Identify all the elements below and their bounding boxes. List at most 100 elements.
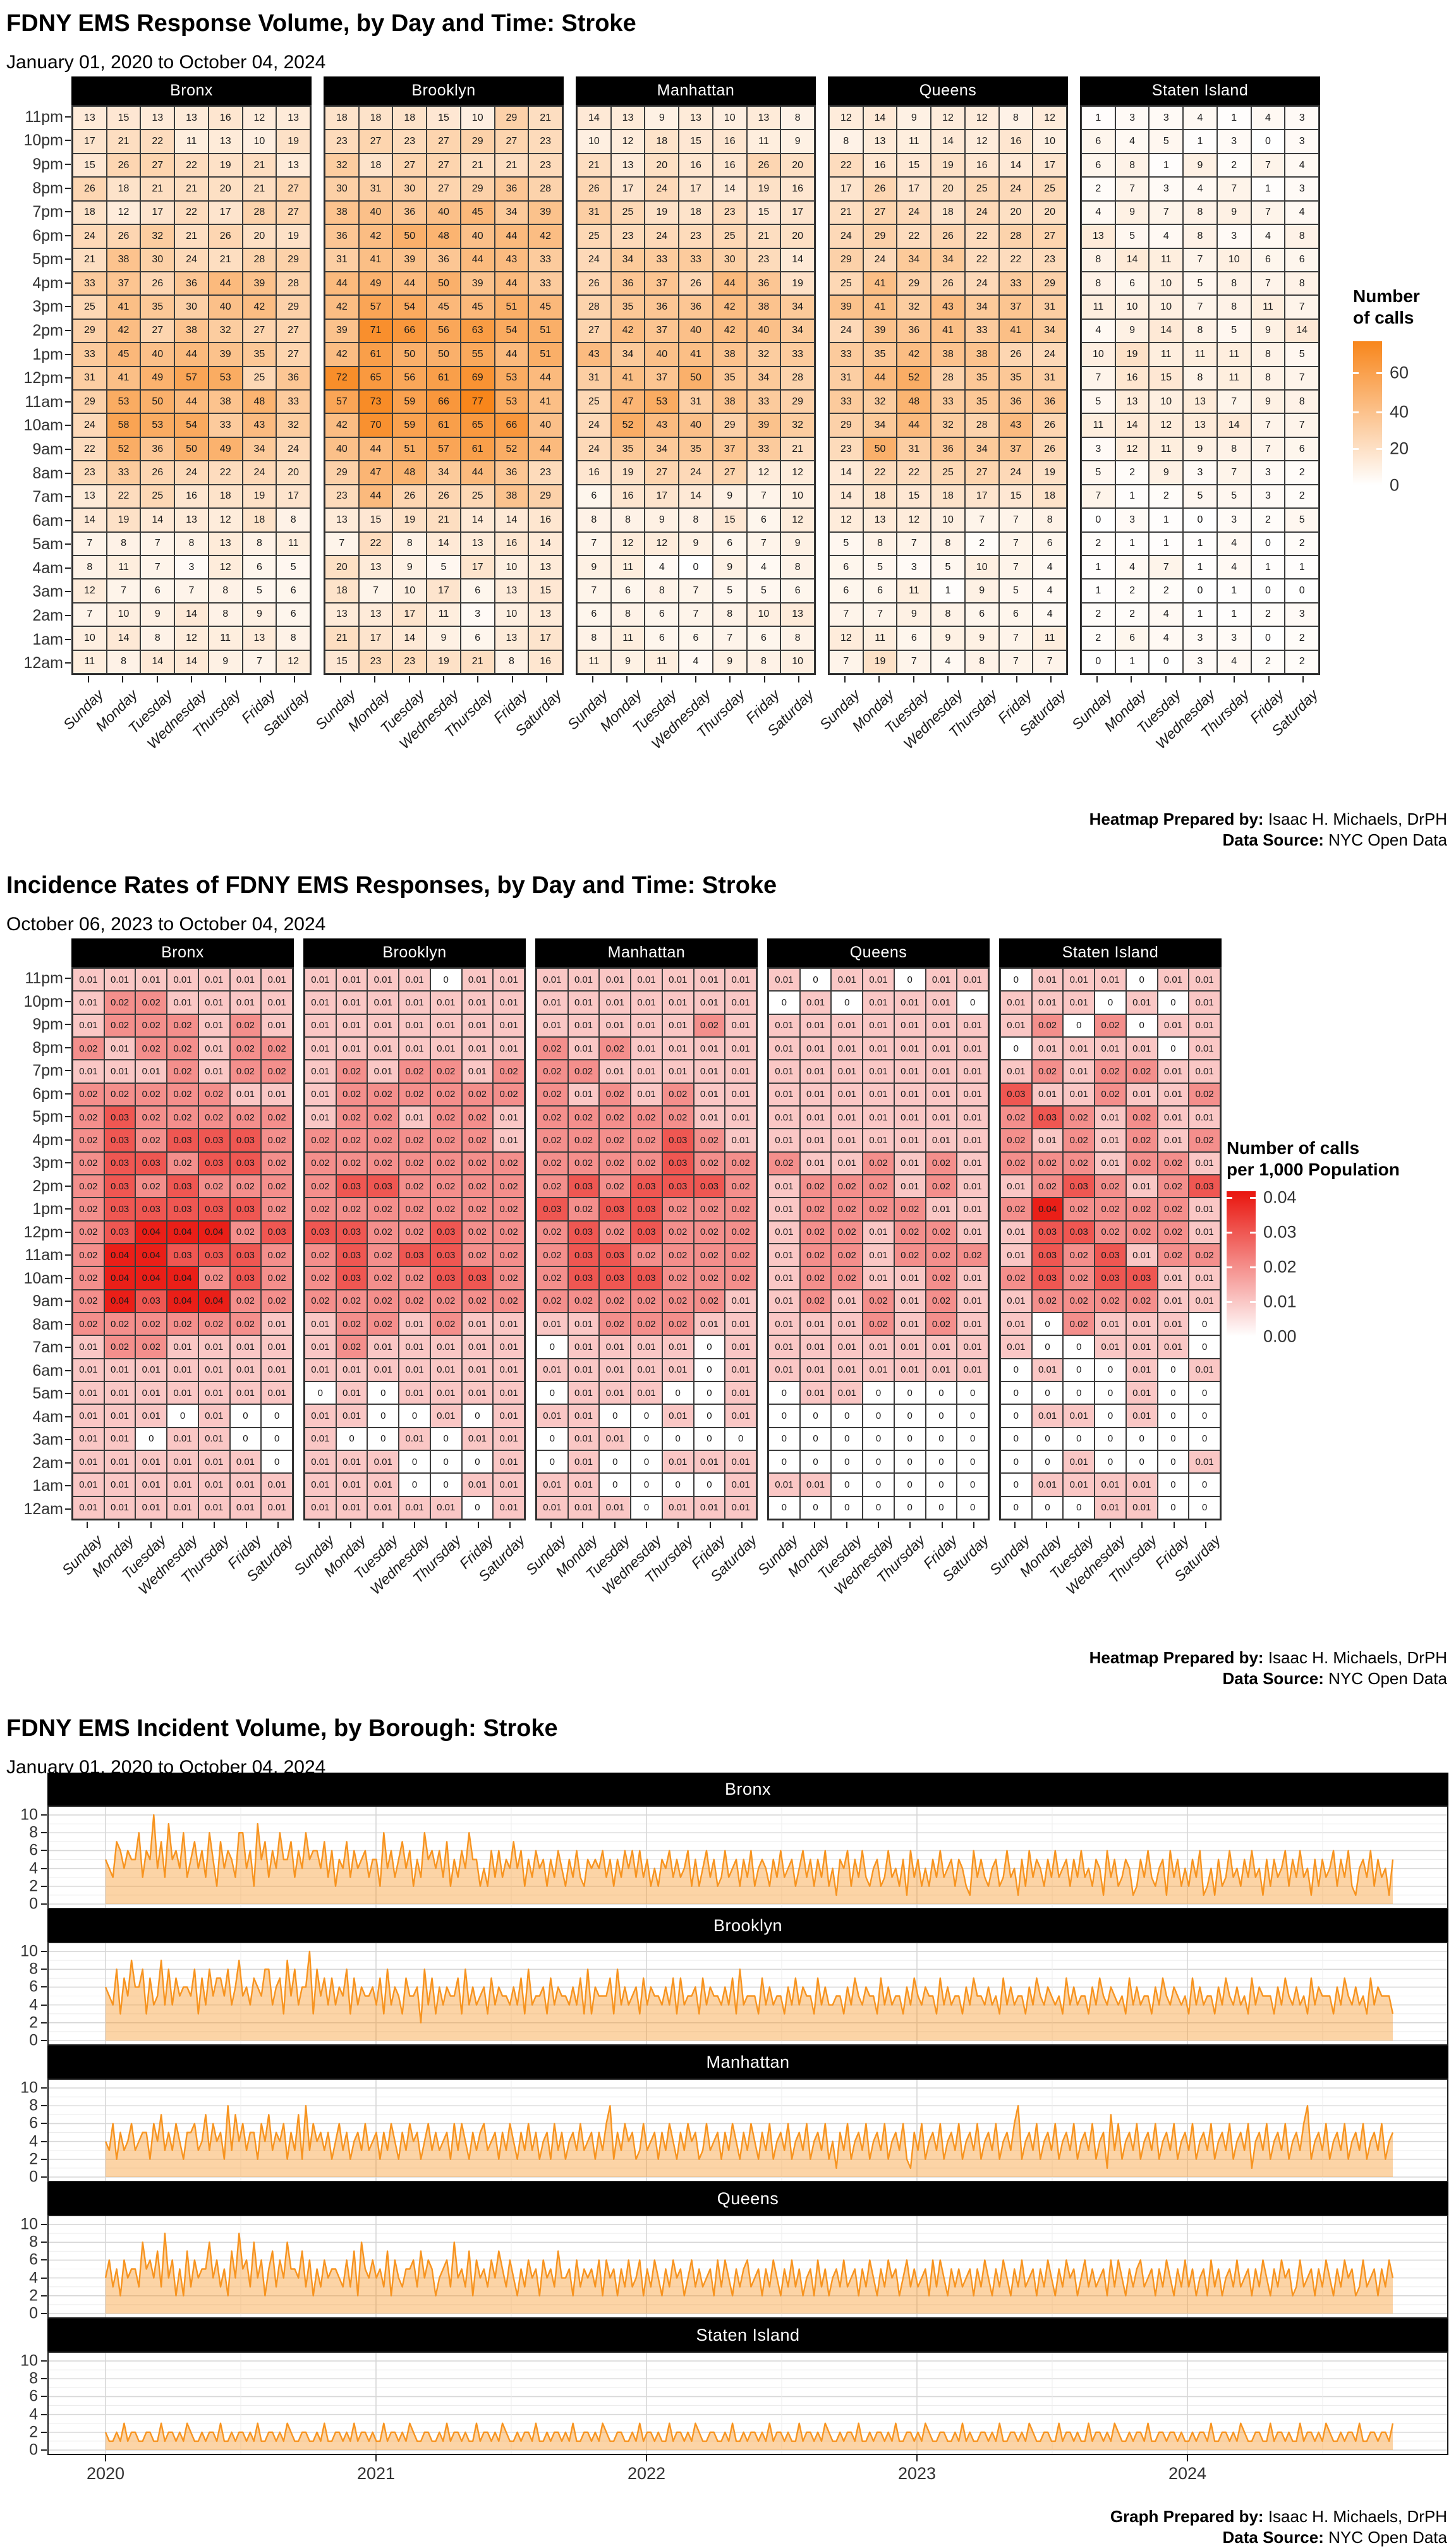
heatmap-grid: 0 0.01 0.01 0.01 0 0.01 0.01 0.01 0.01 0.01 0 0.01 0…	[999, 967, 1222, 1520]
heatmap-cell: 8	[106, 531, 141, 555]
heatmap-cell: 0.01	[1189, 1036, 1220, 1060]
heatmap-cell: 17	[73, 130, 107, 154]
heatmap-cell: 0.01	[305, 1105, 336, 1129]
heatmap-cell: 41	[863, 295, 897, 319]
heatmap-cell: 0.03	[135, 1198, 167, 1221]
heatmap-cell: 0.01	[198, 1335, 230, 1359]
legend-tick-label: 60	[1390, 363, 1409, 382]
heatmap-cell: 8	[712, 602, 747, 627]
heatmap-cell: 0.02	[73, 1243, 104, 1267]
heatmap-cell: 0.03	[198, 1198, 230, 1221]
heatmap-cell: 0.01	[198, 1014, 230, 1037]
heatmap-cell: 7	[174, 579, 209, 603]
heatmap-cell: 7	[1285, 295, 1319, 319]
heatmap-cell: 0.01	[1063, 1404, 1095, 1428]
heatmap-cell: 53	[106, 390, 141, 414]
heatmap-cell: 21	[780, 437, 815, 461]
heatmap-cell: 11	[746, 130, 781, 154]
heatmap-cell: 9	[964, 626, 999, 650]
heatmap-cell: 19	[276, 224, 310, 248]
heatmap-cell: 0.03	[631, 1198, 662, 1221]
heatmap-cell: 0.01	[367, 1036, 399, 1060]
heatmap-cell: 22	[897, 461, 931, 485]
heatmap-cell: 0	[831, 991, 863, 1014]
heatmap-cell: 33	[679, 248, 713, 272]
heatmap-cell: 0.03	[1063, 1220, 1095, 1244]
heatmap-cell: 0.01	[863, 1358, 894, 1381]
heatmap-cell: 45	[528, 295, 562, 319]
heatmap-cell: 0.03	[167, 1198, 198, 1221]
heatmap-cell: 0.01	[1000, 1174, 1032, 1198]
heatmap-cell: 0.02	[537, 1105, 568, 1129]
heatmap-cell: 0.01	[493, 1335, 525, 1359]
heatmap-cell: 0.01	[768, 1105, 800, 1129]
heatmap-cell: 0.01	[229, 1496, 262, 1519]
y-tick	[41, 1814, 47, 1816]
hour-label: 11pm	[25, 107, 63, 126]
hour-label: 5am	[32, 1385, 63, 1403]
heatmap-cell: 0.02	[1000, 1198, 1032, 1221]
heatmap-cell: 16	[174, 484, 209, 509]
heatmap-cell: 6	[242, 555, 277, 579]
heatmap-cell: 0.02	[631, 1105, 662, 1129]
heatmap-cell: 0.03	[1125, 1266, 1158, 1290]
heatmap-cell: 0.01	[493, 1404, 525, 1428]
heatmap-cell: 18	[325, 579, 359, 603]
heatmap-cell: 5	[1183, 271, 1217, 296]
heatmap-cell: 39	[208, 343, 243, 367]
heatmap-cell: 33	[746, 390, 781, 414]
heatmap-cell: 0	[1183, 508, 1217, 532]
heatmap-cell: 0.01	[336, 1036, 368, 1060]
heatmap-cell: 7	[73, 602, 107, 627]
heatmap-cell: 0.01	[261, 968, 293, 992]
heatmap-cell: 0.02	[1125, 1220, 1158, 1244]
heatmap-cell: 0.03	[1031, 1266, 1064, 1290]
heatmap-cell: 0.02	[104, 991, 136, 1014]
heatmap-cell: 26	[1033, 437, 1067, 461]
heatmap-cell: 0	[1125, 1450, 1158, 1474]
heatmap-cell: 0.02	[725, 1151, 756, 1175]
heatmap-cell: 8	[577, 508, 611, 532]
heatmap-cell: 0.01	[631, 1036, 662, 1060]
heatmap-cell: 53	[645, 390, 679, 414]
heatmap-cell: 3	[460, 602, 495, 627]
heatmap-cell: 61	[427, 366, 461, 390]
heatmap-cell: 4	[1115, 555, 1150, 579]
heatmap-cell: 33	[829, 390, 863, 414]
heatmap-cell: 34	[610, 248, 645, 272]
heatmap-cell: 0.01	[1157, 1312, 1189, 1336]
heatmap-cell: 3	[1183, 626, 1217, 650]
heatmap-cell: 14	[577, 106, 611, 130]
heatmap-cell: 7	[863, 602, 897, 627]
y-tick	[41, 2158, 47, 2160]
heatmap-cell: 0.01	[957, 1060, 988, 1083]
heatmap-cell: 44	[358, 437, 393, 461]
heatmap-cell: 41	[931, 318, 965, 343]
heatmap-cell: 0.02	[537, 1151, 568, 1175]
heatmap-cell: 9	[1115, 200, 1150, 225]
heatmap-cell: 16	[780, 177, 815, 201]
heatmap-cell: 0.01	[73, 1496, 104, 1519]
heatmap-cell: 54	[392, 295, 427, 319]
heatmap-cell: 24	[998, 461, 1033, 485]
heatmap-cell: 0.01	[1031, 1358, 1064, 1381]
heatmap-cell: 0.02	[1063, 1129, 1095, 1152]
y-tick-label: 8	[29, 2369, 38, 2387]
heatmap-cell: 14	[427, 531, 461, 555]
x-tick-label: 2023	[897, 2464, 937, 2483]
heatmap-cell: 0.01	[1095, 1129, 1126, 1152]
column-tick	[118, 1522, 120, 1528]
heatmap-cell: 0.01	[957, 968, 988, 992]
hour-label: 2am	[32, 607, 63, 625]
legend-tick-label: 40	[1390, 402, 1409, 422]
heatmap-cell: 0.02	[261, 1198, 293, 1221]
heatmap-cell: 24	[577, 437, 611, 461]
ts-plot	[49, 1807, 1447, 1908]
heatmap-cell: 0.02	[135, 1312, 167, 1336]
heatmap-cell: 42	[528, 224, 562, 248]
heatmap-cell: 5	[1216, 318, 1251, 343]
heatmap-cell: 0	[1031, 1312, 1064, 1336]
heatmap-cell: 11	[276, 531, 310, 555]
heatmap-cell: 34	[427, 461, 461, 485]
heatmap-cell: 34	[746, 366, 781, 390]
